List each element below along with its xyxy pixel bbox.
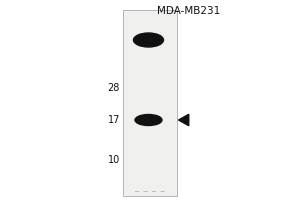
Polygon shape [178,114,189,126]
Text: — — — —: — — — — [135,188,165,194]
Text: MDA-MB231: MDA-MB231 [158,6,220,16]
Text: 17: 17 [108,115,120,125]
Text: 28: 28 [108,83,120,93]
Ellipse shape [134,33,164,47]
Bar [123,10,177,196]
Text: 10: 10 [108,155,120,165]
Ellipse shape [135,114,162,126]
